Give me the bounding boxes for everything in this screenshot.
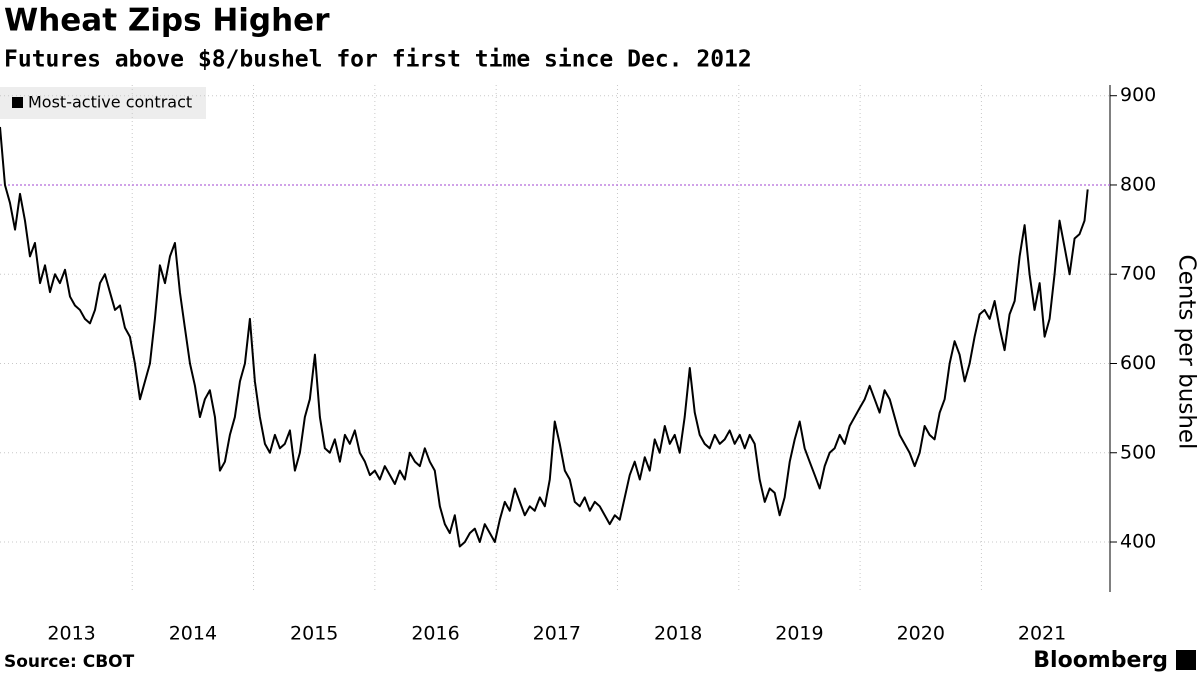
y-tick-label: 500: [1120, 441, 1156, 463]
x-tick-label: 2015: [290, 623, 338, 645]
x-tick-label: 2013: [47, 623, 95, 645]
legend-background: [0, 87, 206, 119]
y-tick-label: 600: [1120, 352, 1156, 374]
legend-swatch: [12, 97, 23, 108]
x-tick-label: 2020: [897, 623, 945, 645]
x-tick-label: 2016: [411, 623, 459, 645]
legend-label: Most-active contract: [28, 93, 192, 112]
legend: Most-active contract: [0, 87, 206, 119]
chart-subtitle: Futures above $8/bushel for first time s…: [4, 47, 752, 73]
x-tick-label: 2014: [169, 623, 217, 645]
brand: Bloomberg: [1033, 648, 1168, 673]
line-series: [0, 126, 1089, 548]
y-axis-label: Cents per bushel: [1174, 255, 1200, 450]
y-tick-label: 400: [1120, 531, 1156, 553]
chart-title: Wheat Zips Higher: [4, 3, 330, 39]
y-tick-label: 700: [1120, 263, 1156, 285]
x-tick-label: 2018: [654, 623, 702, 645]
x-tick-label: 2021: [1018, 623, 1066, 645]
source: Source: CBOT: [4, 652, 135, 672]
y-tick-label: 800: [1120, 173, 1156, 195]
brand-icon: [1176, 650, 1196, 670]
y-tick-label: 900: [1120, 84, 1156, 106]
x-tick-label: 2019: [775, 623, 823, 645]
x-tick-label: 2017: [533, 623, 581, 645]
